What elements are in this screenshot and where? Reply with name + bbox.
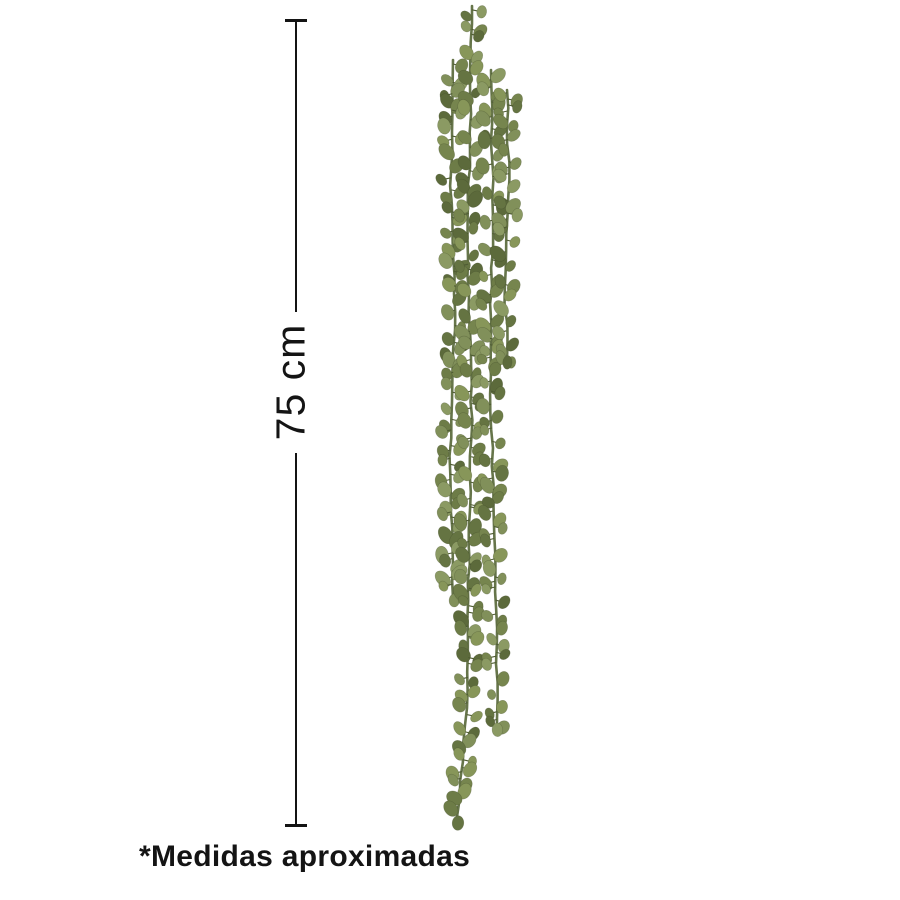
dimension-line-lower bbox=[294, 453, 298, 827]
dimension-label: 75 cm bbox=[267, 323, 314, 441]
dimension-line-upper bbox=[294, 19, 298, 312]
measurements-footnote: *Medidas aproximadas bbox=[139, 840, 471, 873]
dimension-cap-bottom bbox=[285, 824, 307, 827]
